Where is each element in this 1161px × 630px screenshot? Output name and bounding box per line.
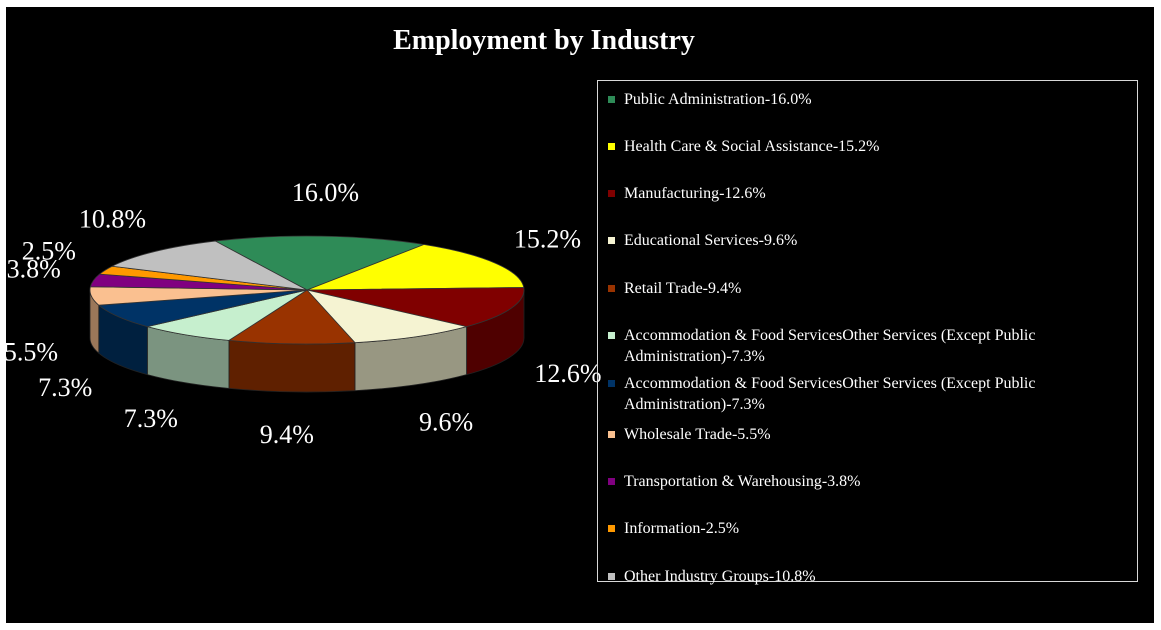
data-label-1: 15.2% [514,224,581,253]
legend-label: Transportation & Warehousing-3.8% [624,473,861,490]
data-label-2: 12.6% [534,359,601,388]
pie-slice-10 [110,240,308,291]
pie-side-4 [228,339,356,393]
legend-swatch [608,478,615,485]
data-label-8: 3.8% [7,254,61,283]
pie-slice-6 [97,289,308,327]
legend-item: Educational Services-9.6% [606,230,1126,251]
pie-slice-4 [227,289,356,345]
data-label-9: 2.5% [22,237,76,266]
chart-title: Employment by Industry [393,25,695,56]
legend-swatch [608,525,615,532]
pie-slice-0 [213,235,426,291]
legend-swatch [608,237,615,244]
legend-label: Manufacturing-12.6% [624,185,766,202]
legend-swatch [608,573,615,580]
pie-slice-1 [306,244,525,291]
legend-item: Accommodation & Food ServicesOther Servi… [606,373,1126,415]
legend-swatch [608,332,615,339]
legend-item: Public Administration-16.0% [606,89,1126,110]
legend-item: Information-2.5% [606,518,1126,539]
data-label-5: 7.3% [124,404,178,433]
data-label-7: 5.5% [6,337,58,366]
pie-slice-5 [147,289,308,341]
legend-item: Transportation & Warehousing-3.8% [606,471,1126,492]
legend-item: Manufacturing-12.6% [606,183,1126,204]
legend-item: Other Industry Groups-10.8% [606,566,1126,587]
legend-item: Wholesale Trade-5.5% [606,424,1126,445]
legend-swatch [608,380,615,387]
data-label-6: 7.3% [38,373,92,402]
pie-chart: 16.0% 15.2% 12.6% 9.6% 9.4% 7.3% 7.3% 5.5% 3.8%2… [6,178,602,449]
data-label-10: 10.8% [79,204,146,233]
legend-label: Retail Trade-9.4% [624,280,742,297]
legend-item: Accommodation & Food ServicesOther Servi… [606,325,1126,367]
data-label-3: 9.6% [419,408,473,437]
legend-label: Accommodation & Food ServicesOther Servi… [624,375,1036,413]
legend-label: Health Care & Social Assistance-15.2% [624,138,880,155]
legend-swatch [608,143,615,150]
legend-label: Other Industry Groups-10.8% [624,568,816,585]
legend-item: Health Care & Social Assistance-15.2% [606,136,1126,157]
legend-swatch [608,190,615,197]
legend-swatch [608,431,615,438]
legend-label: Accommodation & Food ServicesOther Servi… [624,327,1036,365]
legend-swatch [608,285,615,292]
data-label-0: 16.0% [292,178,359,207]
pie-slice-3 [305,289,467,344]
data-label-4: 9.4% [260,420,314,449]
chart-area: Employment by Industry 16.0% 15.2% 12.6% 9.… [6,7,1154,623]
legend-label: Public Administration-16.0% [624,91,812,108]
legend-item: Retail Trade-9.4% [606,278,1126,299]
legend-label: Wholesale Trade-5.5% [624,426,771,443]
legend-label: Educational Services-9.6% [624,232,798,249]
pie-slice-2 [306,287,525,328]
legend-swatch [608,96,615,103]
legend: Public Administration-16.0% Health Care &… [597,80,1138,585]
legend-label: Information-2.5% [624,520,740,537]
